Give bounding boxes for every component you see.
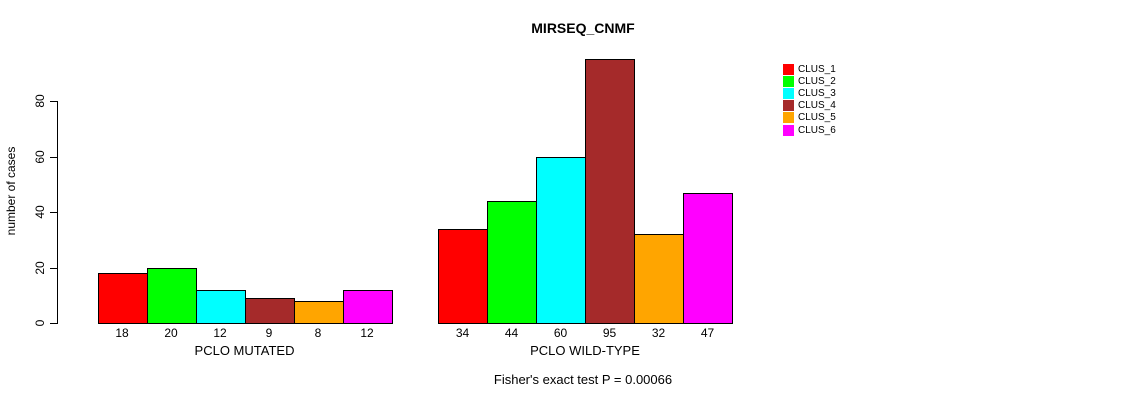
bar-value-label: 60 (553, 326, 568, 340)
legend-swatch-icon (783, 124, 794, 136)
legend-label: CLUS_5 (798, 112, 836, 124)
bar-clus_2 (487, 200, 537, 324)
y-axis-tick-label: 60 (33, 149, 47, 164)
y-axis-tick (50, 323, 57, 324)
legend-swatch-icon (783, 63, 794, 75)
bar-value-label: 18 (115, 326, 129, 340)
y-axis-tick-label: 40 (33, 205, 47, 219)
bar-clus_1 (97, 273, 148, 324)
y-axis-title: number of cases (4, 146, 18, 236)
y-axis-tick (50, 267, 57, 269)
legend-swatch-icon (783, 75, 794, 87)
bar-clus_3 (536, 156, 586, 324)
bar-value-label: 9 (265, 326, 273, 340)
legend-item: CLUS_5 (783, 112, 836, 124)
legend-swatch-icon (783, 87, 794, 99)
bar-clus_5 (634, 234, 684, 324)
legend-item: CLUS_3 (783, 87, 836, 99)
legend-swatch-icon (783, 100, 794, 112)
y-axis-tick (50, 212, 57, 213)
bar-value-label: 8 (314, 326, 322, 340)
bar-value-label: 20 (164, 326, 178, 340)
x-group-label-mutated: PCLO MUTATED (194, 343, 295, 358)
bar-value-label: 12 (213, 326, 227, 340)
bar-value-label: 34 (455, 326, 470, 340)
legend-item: CLUS_1 (783, 63, 836, 75)
legend-label: CLUS_2 (798, 75, 836, 87)
bar-clus_3 (195, 289, 246, 324)
chart-title: MIRSEQ_CNMF (531, 20, 635, 36)
bar-clus_6 (342, 289, 393, 324)
legend-item: CLUS_6 (783, 124, 836, 136)
x-group-label-wildtype: PCLO WILD-TYPE (530, 343, 640, 358)
y-axis-tick (50, 101, 57, 102)
bar-value-label: 12 (360, 326, 374, 340)
bar-value-label: 44 (504, 326, 519, 340)
bar-value-label: 47 (700, 326, 715, 340)
legend-label: CLUS_1 (798, 63, 836, 75)
legend-swatch-icon (783, 112, 794, 124)
bar-clus_6 (683, 192, 733, 324)
bar-clus_4 (585, 59, 635, 324)
y-axis-line (57, 101, 58, 324)
bar-clus_1 (438, 228, 488, 324)
legend: CLUS_1 CLUS_2 CLUS_3 CLUS_4 CLUS_5 CLUS_6 (783, 63, 836, 136)
fisher-test-note: Fisher's exact test P = 0.00066 (493, 372, 673, 387)
y-axis-tick-label: 20 (33, 260, 47, 275)
bar-value-label: 95 (602, 326, 617, 340)
legend-label: CLUS_3 (798, 87, 836, 99)
legend-label: CLUS_6 (798, 124, 836, 136)
bar-clus_2 (146, 267, 197, 324)
y-axis-tick-label: 80 (33, 94, 47, 108)
legend-label: CLUS_4 (798, 100, 836, 112)
bar-clus_4 (244, 298, 295, 324)
bar-clus_5 (293, 300, 344, 324)
bar-value-label: 32 (651, 326, 666, 340)
legend-item: CLUS_2 (783, 75, 836, 87)
legend-item: CLUS_4 (783, 100, 836, 112)
y-axis-tick (50, 156, 57, 158)
y-axis-tick-label: 0 (33, 319, 47, 327)
